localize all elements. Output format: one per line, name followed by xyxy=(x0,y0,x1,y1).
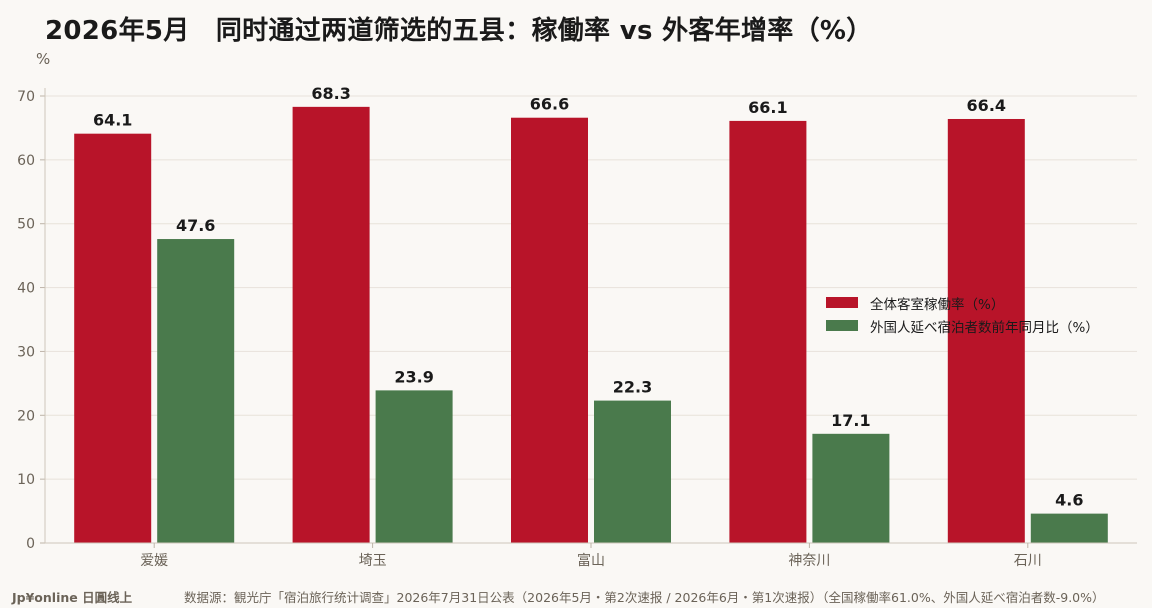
y-axis-unit: % xyxy=(36,50,51,68)
legend-swatch-series-2 xyxy=(826,320,858,331)
legend-label-series-1: 全体客室稼働率（%） xyxy=(870,296,1005,313)
bar-value-label: 68.3 xyxy=(311,84,350,103)
bar-value-label: 64.1 xyxy=(93,111,132,130)
footer-brand: Jp¥online 日圓线上 xyxy=(12,590,133,605)
bar-value-label: 66.1 xyxy=(748,98,787,117)
x-category-label: 神奈川 xyxy=(788,553,830,569)
y-tick-label: 20 xyxy=(17,408,35,424)
bar-occupancy xyxy=(729,120,807,543)
legend-swatch-series-1 xyxy=(826,297,858,308)
y-tick-label: 10 xyxy=(17,472,35,488)
bar-foreign-growth xyxy=(375,390,453,543)
bar-occupancy xyxy=(947,118,1025,543)
x-category-label: 爱媛 xyxy=(140,553,168,569)
bar-value-label: 23.9 xyxy=(394,367,433,386)
bar-foreign-growth xyxy=(157,239,235,544)
y-tick-label: 70 xyxy=(17,89,35,105)
legend: 全体客室稼働率（%） 外国人延べ宿泊者数前年同月比（%） xyxy=(826,291,1099,337)
bar-value-label: 17.1 xyxy=(831,411,870,430)
bars xyxy=(74,106,1108,544)
bar-foreign-growth xyxy=(1030,513,1108,543)
y-tick-label: 30 xyxy=(17,344,35,360)
axes: 0 10 20 30 40 50 60 70 爱媛 埼玉 富山 神奈川 石川 xyxy=(17,88,1137,569)
y-tick-label: 60 xyxy=(17,153,35,169)
bar-value-label: 4.6 xyxy=(1055,491,1083,510)
y-tick-label: 40 xyxy=(17,281,35,297)
bar-occupancy xyxy=(511,117,588,543)
x-category-label: 埼玉 xyxy=(359,553,387,569)
legend-label-series-2: 外国人延べ宿泊者数前年同月比（%） xyxy=(870,319,1099,336)
footer-source: 数据源：観光庁「宿泊旅行统计调查」2026年7月31日公表（2026年5月・第2… xyxy=(184,590,1105,605)
y-tick-label: 0 xyxy=(26,536,35,552)
bar-occupancy xyxy=(74,133,152,543)
bar-foreign-growth xyxy=(594,400,671,543)
y-tick-label: 50 xyxy=(17,217,35,233)
bar-occupancy xyxy=(292,106,370,543)
x-category-label: 富山 xyxy=(577,552,605,569)
legend-item-series-2: 外国人延べ宿泊者数前年同月比（%） xyxy=(826,314,1099,337)
bar-foreign-growth xyxy=(812,433,890,543)
bar-value-label: 47.6 xyxy=(176,216,215,235)
bar-value-label: 66.6 xyxy=(530,95,569,114)
bar-value-label: 22.3 xyxy=(613,378,652,397)
value-labels: 64.1 47.6 68.3 23.9 66.6 22.3 66.1 17.1 66.4 4.6 xyxy=(93,84,1084,510)
bar-value-label: 66.4 xyxy=(967,96,1006,115)
legend-item-series-1: 全体客室稼働率（%） xyxy=(826,291,1099,314)
x-category-label: 石川 xyxy=(1014,553,1042,569)
chart-title: 2026年5月 同时通过两道筛选的五县：稼働率 vs 外客年增率（%） xyxy=(45,16,873,46)
